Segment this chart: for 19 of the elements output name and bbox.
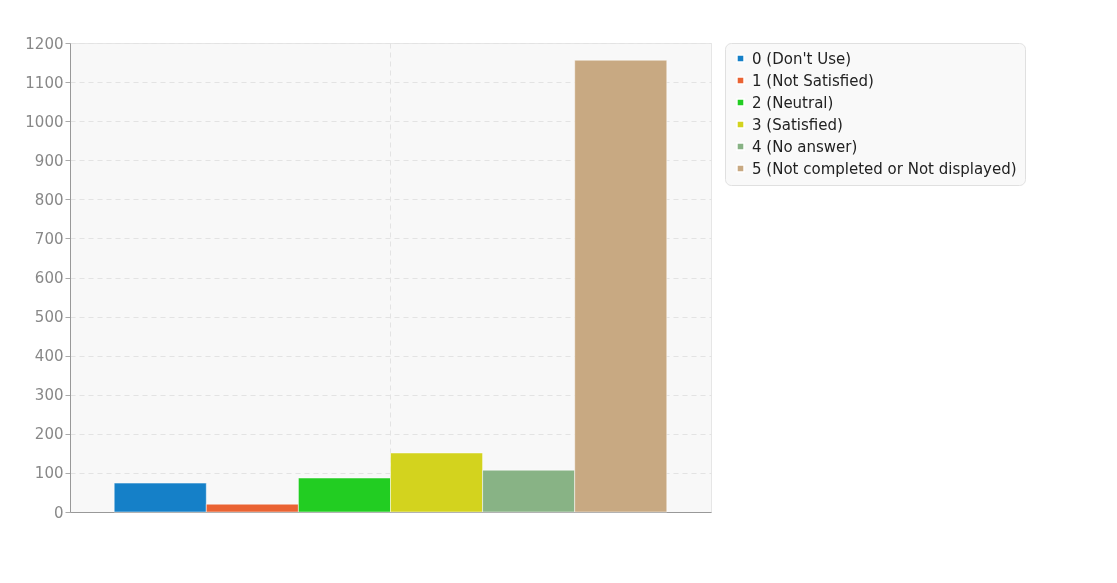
y-tick-label: 400 [34,347,64,366]
legend-label: 4 (No answer) [752,137,858,156]
y-tick-label: 200 [34,425,64,444]
y-tick-label: 500 [34,308,64,327]
legend-label: 1 (Not Satisfied) [752,71,874,90]
legend-label: 2 (Neutral) [752,93,834,112]
y-tick-label: 0 [53,503,64,522]
y-tick-label: 1200 [25,34,64,53]
y-tick-label: 800 [34,190,64,209]
y-tick-label: 100 [34,464,64,483]
y-tick-label: 700 [34,229,64,248]
y-tick-label: 300 [34,386,64,405]
legend-label: 3 (Satisfied) [752,115,843,134]
legend-label: 0 (Don't Use) [752,49,852,68]
y-tick-label: 600 [34,269,64,287]
legend-label: 5 (Not completed or Not displayed) [752,159,1017,178]
y-tick-label: 1100 [25,73,64,92]
y-tick-label: 1000 [25,112,64,131]
y-tick-label: 900 [34,151,64,170]
